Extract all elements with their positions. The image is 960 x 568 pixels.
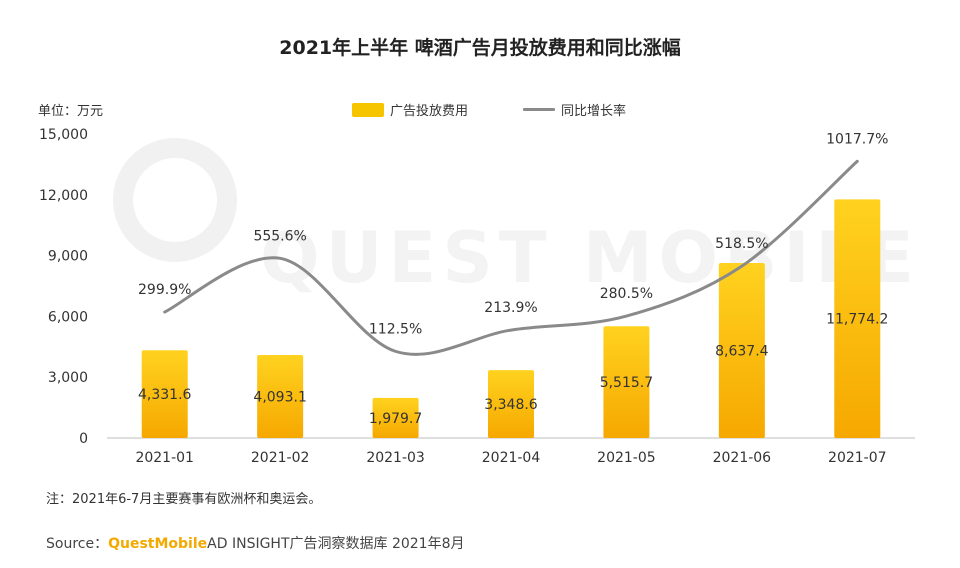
- y-tick-label: 0: [79, 431, 88, 447]
- source-rest: AD INSIGHT广告洞察数据库 2021年8月: [207, 536, 465, 552]
- x-tick-label: 2021-04: [482, 450, 541, 466]
- line-value-label: 518.5%: [715, 236, 768, 252]
- x-tick-label: 2021-03: [366, 450, 425, 466]
- legend-item-bar: 广告投放费用: [352, 100, 468, 119]
- legend-line-swatch: [523, 108, 555, 111]
- line-value-label: 280.5%: [600, 286, 653, 302]
- line-value-label: 213.9%: [484, 300, 537, 316]
- y-tick-label: 9,000: [48, 249, 88, 265]
- legend-bar-label: 广告投放费用: [390, 104, 469, 119]
- bar: [257, 355, 304, 438]
- x-tick-label: 2021-06: [713, 450, 772, 466]
- x-tick-label: 2021-05: [597, 450, 656, 466]
- source-brand: QuestMobile: [108, 536, 208, 552]
- x-tick-label: 2021-01: [135, 450, 194, 466]
- legend-item-line: 同比增长率: [523, 100, 626, 119]
- bar-value-label: 1,979.7: [369, 411, 422, 427]
- legend-line-label: 同比增长率: [561, 104, 627, 119]
- bar: [141, 350, 188, 438]
- watermark-logo: [113, 138, 237, 262]
- bar-value-label: 11,774.2: [826, 312, 888, 328]
- line-value-label: 299.9%: [138, 282, 191, 298]
- unit-label: 单位：万元: [38, 104, 104, 119]
- y-tick-label: 15,000: [39, 127, 88, 143]
- y-tick-label: 12,000: [39, 188, 88, 204]
- source-prefix: Source：: [46, 536, 109, 552]
- growth-line: [163, 159, 859, 356]
- y-tick-label: 3,000: [48, 370, 88, 386]
- bar: [603, 326, 650, 438]
- bar: [372, 397, 419, 438]
- line-value-label: 112.5%: [369, 321, 422, 337]
- line-value-label: 1017.7%: [826, 131, 888, 147]
- bar-value-label: 3,348.6: [484, 397, 538, 413]
- line-value-label: 555.6%: [253, 228, 306, 244]
- y-tick-label: 6,000: [48, 309, 88, 325]
- bar: [488, 370, 534, 438]
- bar-value-label: 4,331.6: [138, 387, 192, 403]
- chart-title: 2021年上半年 啤酒广告月投放费用和同比涨幅: [279, 37, 681, 59]
- bar-value-label: 4,093.1: [253, 390, 306, 406]
- legend-bar-swatch: [352, 102, 384, 117]
- bar-value-label: 5,515.7: [600, 375, 653, 391]
- footnote: 注：2021年6-7月主要赛事有欧洲杯和奥运会。: [46, 492, 322, 507]
- bar: [834, 199, 881, 438]
- x-tick-label: 2021-07: [828, 450, 887, 466]
- source-line: Source： QuestMobile AD INSIGHT广告洞察数据库 20…: [46, 533, 465, 553]
- x-tick-label: 2021-02: [251, 450, 310, 466]
- bar: [718, 262, 765, 438]
- watermark-text: QUEST MOBILE: [260, 217, 920, 299]
- bar-value-label: 8,637.4: [715, 343, 769, 359]
